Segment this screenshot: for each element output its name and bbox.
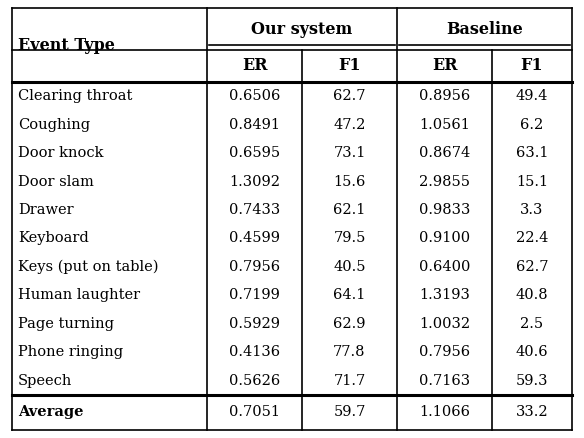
Text: 0.5929: 0.5929 [229,317,280,331]
Text: F1: F1 [338,57,361,74]
Text: 63.1: 63.1 [516,146,548,160]
Text: 62.7: 62.7 [333,89,366,103]
Text: 0.7433: 0.7433 [229,203,280,217]
Text: 0.6595: 0.6595 [229,146,280,160]
Text: Human laughter: Human laughter [18,288,140,302]
Text: 0.5626: 0.5626 [229,374,280,388]
Text: 6.2: 6.2 [520,118,544,132]
Text: Average: Average [18,406,84,420]
Text: 62.9: 62.9 [333,317,366,331]
Text: 1.3092: 1.3092 [229,175,280,189]
Text: 0.6400: 0.6400 [419,260,470,274]
Text: 0.6506: 0.6506 [229,89,280,103]
Text: 64.1: 64.1 [333,288,366,302]
Text: Event Type: Event Type [18,36,115,53]
Text: 77.8: 77.8 [333,345,366,359]
Text: Coughing: Coughing [18,118,90,132]
Text: 0.4136: 0.4136 [229,345,280,359]
Text: 40.5: 40.5 [333,260,366,274]
Text: 0.9833: 0.9833 [419,203,470,217]
Text: 15.6: 15.6 [333,175,366,189]
Text: 59.7: 59.7 [333,406,366,420]
Text: 62.1: 62.1 [333,203,366,217]
Text: 3.3: 3.3 [520,203,544,217]
Text: Clearing throat: Clearing throat [18,89,133,103]
Text: 0.7956: 0.7956 [229,260,280,274]
Text: 62.7: 62.7 [516,260,548,274]
Text: 0.7956: 0.7956 [419,345,470,359]
Text: 0.7163: 0.7163 [419,374,470,388]
Text: Phone ringing: Phone ringing [18,345,123,359]
Text: 73.1: 73.1 [333,146,366,160]
Text: 22.4: 22.4 [516,232,548,246]
Text: 0.8491: 0.8491 [229,118,280,132]
Text: 47.2: 47.2 [333,118,366,132]
Text: Keys (put on table): Keys (put on table) [18,260,158,274]
Text: 71.7: 71.7 [333,374,366,388]
Text: 59.3: 59.3 [516,374,548,388]
Text: 1.3193: 1.3193 [419,288,470,302]
Text: Door slam: Door slam [18,175,94,189]
Text: 0.8674: 0.8674 [419,146,470,160]
Text: 1.0032: 1.0032 [419,317,470,331]
Text: 2.5: 2.5 [520,317,544,331]
Text: Our system: Our system [251,21,353,38]
Text: 0.7051: 0.7051 [229,406,280,420]
Text: Baseline: Baseline [446,21,523,38]
Text: Keyboard: Keyboard [18,232,89,246]
Text: Drawer: Drawer [18,203,74,217]
Text: 0.7199: 0.7199 [229,288,280,302]
Text: Page turning: Page turning [18,317,114,331]
Text: ER: ER [242,57,267,74]
Text: 79.5: 79.5 [333,232,366,246]
Text: 0.8956: 0.8956 [419,89,470,103]
Text: 0.4599: 0.4599 [229,232,280,246]
Text: Door knock: Door knock [18,146,103,160]
Text: 1.1066: 1.1066 [419,406,470,420]
Text: 0.9100: 0.9100 [419,232,470,246]
Text: 49.4: 49.4 [516,89,548,103]
Text: 15.1: 15.1 [516,175,548,189]
Text: 40.6: 40.6 [516,345,548,359]
Text: 2.9855: 2.9855 [419,175,470,189]
Text: 1.0561: 1.0561 [419,118,470,132]
Text: 40.8: 40.8 [516,288,548,302]
Text: 33.2: 33.2 [516,406,548,420]
Text: ER: ER [432,57,457,74]
Text: F1: F1 [521,57,543,74]
Text: Speech: Speech [18,374,72,388]
